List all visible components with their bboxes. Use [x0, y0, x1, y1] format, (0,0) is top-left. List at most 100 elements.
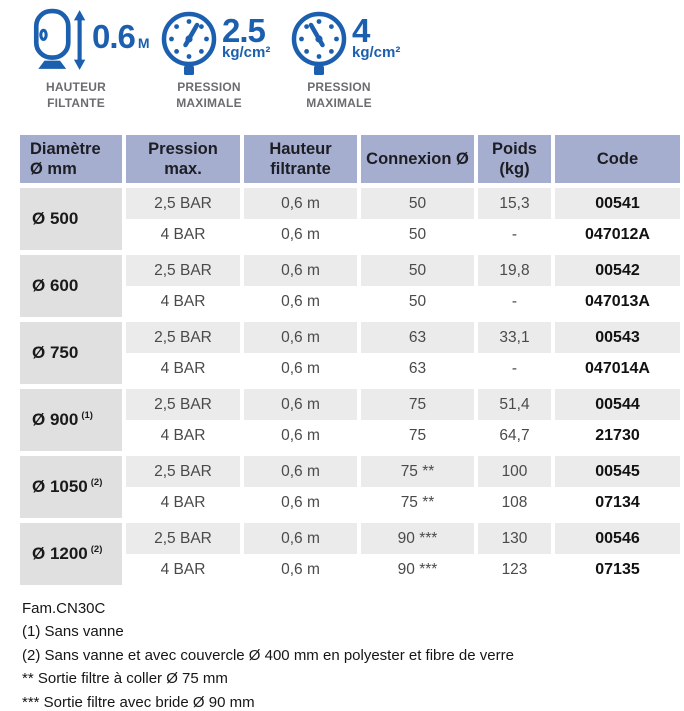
table-cell: 2,5 BAR [126, 322, 240, 353]
table-cell: 0,6 m [244, 188, 357, 219]
table-cell: 63 [361, 353, 474, 384]
table-cell: 50 [361, 219, 474, 250]
table-header-row: Diamètre Ø mm Pression max. Hauteur filtrante… [20, 135, 680, 183]
filter-height-figure: 0.6 M [28, 8, 158, 78]
table-cell: 0,6 m [244, 255, 357, 286]
diameter-cell: Ø 900 (1) [20, 389, 122, 451]
diameter-cell: Ø 500 [20, 188, 122, 250]
pressure-gauge-icon [161, 11, 217, 75]
pressure-25-unit: kg/cm² [222, 44, 271, 61]
code-cell: 07134 [555, 487, 680, 518]
pressure-gauge-icon [291, 11, 347, 75]
filter-height-label: HAUTEUR FILTANTE [45, 80, 107, 110]
table-cell: 64,7 [478, 420, 551, 451]
table-cell: 90 *** [361, 554, 474, 585]
table-cell: 108 [478, 487, 551, 518]
table-cell: - [478, 286, 551, 317]
diameter-cell: Ø 750 [20, 322, 122, 384]
diameter-cell: Ø 1050 (2) [20, 456, 122, 518]
column-header: Code [555, 135, 680, 183]
table-cell: 4 BAR [126, 219, 240, 250]
diameter-cell: Ø 600 [20, 255, 122, 317]
table-cell: 4 BAR [126, 554, 240, 585]
filter-height-unit: M [137, 35, 150, 51]
footnotes: Fam.CN30C (1) Sans vanne (2) Sans vanne … [22, 597, 514, 711]
table-cell: 75 ** [361, 456, 474, 487]
table-cell: 33,1 [478, 322, 551, 353]
pressure-25-value: 2.5 [222, 12, 266, 49]
table-cell: 130 [478, 523, 551, 554]
table-cell: 4 BAR [126, 353, 240, 384]
table-group: Ø 900 (1) 2,5 BAR 0,6 m 75 51,4 00544 4 BAR 0,6 … [20, 389, 680, 451]
spec-table: Diamètre Ø mm Pression max. Hauteur filtrante… [20, 135, 680, 590]
code-cell: 00544 [555, 389, 680, 420]
table-cell: 15,3 [478, 188, 551, 219]
code-cell: 00541 [555, 188, 680, 219]
table-cell: 2,5 BAR [126, 523, 240, 554]
table-cell: 123 [478, 554, 551, 585]
table-group: Ø 500 2,5 BAR 0,6 m 50 15,3 00541 4 BAR 0,6 m 50… [20, 188, 680, 250]
table-cell: 2,5 BAR [126, 389, 240, 420]
table-cell: 75 [361, 389, 474, 420]
table-cell: 19,8 [478, 255, 551, 286]
pressure-4-label: PRESSION MAXIMALE [306, 80, 372, 110]
column-header: Poids (kg) [478, 135, 551, 183]
table-cell: 4 BAR [126, 420, 240, 451]
table-cell: 50 [361, 255, 474, 286]
table-cell: 2,5 BAR [126, 456, 240, 487]
filter-height-block: 0.6 M HAUTEUR FILTANTE [28, 8, 158, 111]
pressure-4-figure: 4 kg/cm² [288, 8, 418, 78]
code-cell: 00546 [555, 523, 680, 554]
code-cell: 047012A [555, 219, 680, 250]
table-cell: 90 *** [361, 523, 474, 554]
table-cell: 100 [478, 456, 551, 487]
pressure-25-block: 2.5 kg/cm² PRESSION MAXIMALE [158, 8, 288, 111]
table-cell: 0,6 m [244, 487, 357, 518]
table-cell: 51,4 [478, 389, 551, 420]
table-group: Ø 600 2,5 BAR 0,6 m 50 19,8 00542 4 BAR 0,6 m 50… [20, 255, 680, 317]
table-group: Ø 1200 (2) 2,5 BAR 0,6 m 90 *** 130 00546 4 BAR… [20, 523, 680, 585]
footnote-3: ** Sortie filtre à coller Ø 75 mm [22, 670, 228, 688]
table-cell: 0,6 m [244, 286, 357, 317]
pressure-4-value: 4 [352, 12, 370, 49]
table-cell: 4 BAR [126, 286, 240, 317]
feature-icon-strip: 0.6 M HAUTEUR FILTANTE [28, 8, 418, 111]
table-cell: 0,6 m [244, 420, 357, 451]
table-cell: 0,6 m [244, 389, 357, 420]
table-cell: - [478, 219, 551, 250]
code-cell: 07135 [555, 554, 680, 585]
table-group: Ø 1050 (2) 2,5 BAR 0,6 m 75 ** 100 00545 4 BAR 0… [20, 456, 680, 518]
pressure-25-label: PRESSION MAXIMALE [176, 80, 242, 110]
footnote-2: (2) Sans vanne et avec couvercle Ø 400 m… [22, 646, 514, 664]
code-cell: 047013A [555, 286, 680, 317]
footnote-family: Fam.CN30C [22, 600, 106, 617]
footnote-1: (1) Sans vanne [22, 623, 124, 641]
table-cell: 4 BAR [126, 487, 240, 518]
table-cell: 2,5 BAR [126, 188, 240, 219]
footnote-4: *** Sortie filtre avec bride Ø 90 mm [22, 693, 255, 711]
table-cell: 75 [361, 420, 474, 451]
code-cell: 00545 [555, 456, 680, 487]
table-cell: 0,6 m [244, 554, 357, 585]
column-header: Diamètre Ø mm [20, 135, 122, 183]
code-cell: 21730 [555, 420, 680, 451]
pressure-4-unit: kg/cm² [352, 44, 401, 61]
filter-height-value: 0.6 [92, 18, 136, 55]
table-cell: 50 [361, 286, 474, 317]
table-cell: 0,6 m [244, 353, 357, 384]
table-cell: 0,6 m [244, 322, 357, 353]
table-cell: 0,6 m [244, 219, 357, 250]
table-group: Ø 750 2,5 BAR 0,6 m 63 33,1 00543 4 BAR 0,6 m 63… [20, 322, 680, 384]
code-cell: 047014A [555, 353, 680, 384]
code-cell: 00543 [555, 322, 680, 353]
diameter-cell: Ø 1200 (2) [20, 523, 122, 585]
column-header: Connexion Ø [361, 135, 474, 183]
table-cell: 0,6 m [244, 456, 357, 487]
pressure-25-figure: 2.5 kg/cm² [158, 8, 288, 78]
filter-tank-icon [33, 8, 86, 70]
column-header: Hauteur filtrante [244, 135, 357, 183]
code-cell: 00542 [555, 255, 680, 286]
column-header: Pression max. [126, 135, 240, 183]
table-cell: 75 ** [361, 487, 474, 518]
